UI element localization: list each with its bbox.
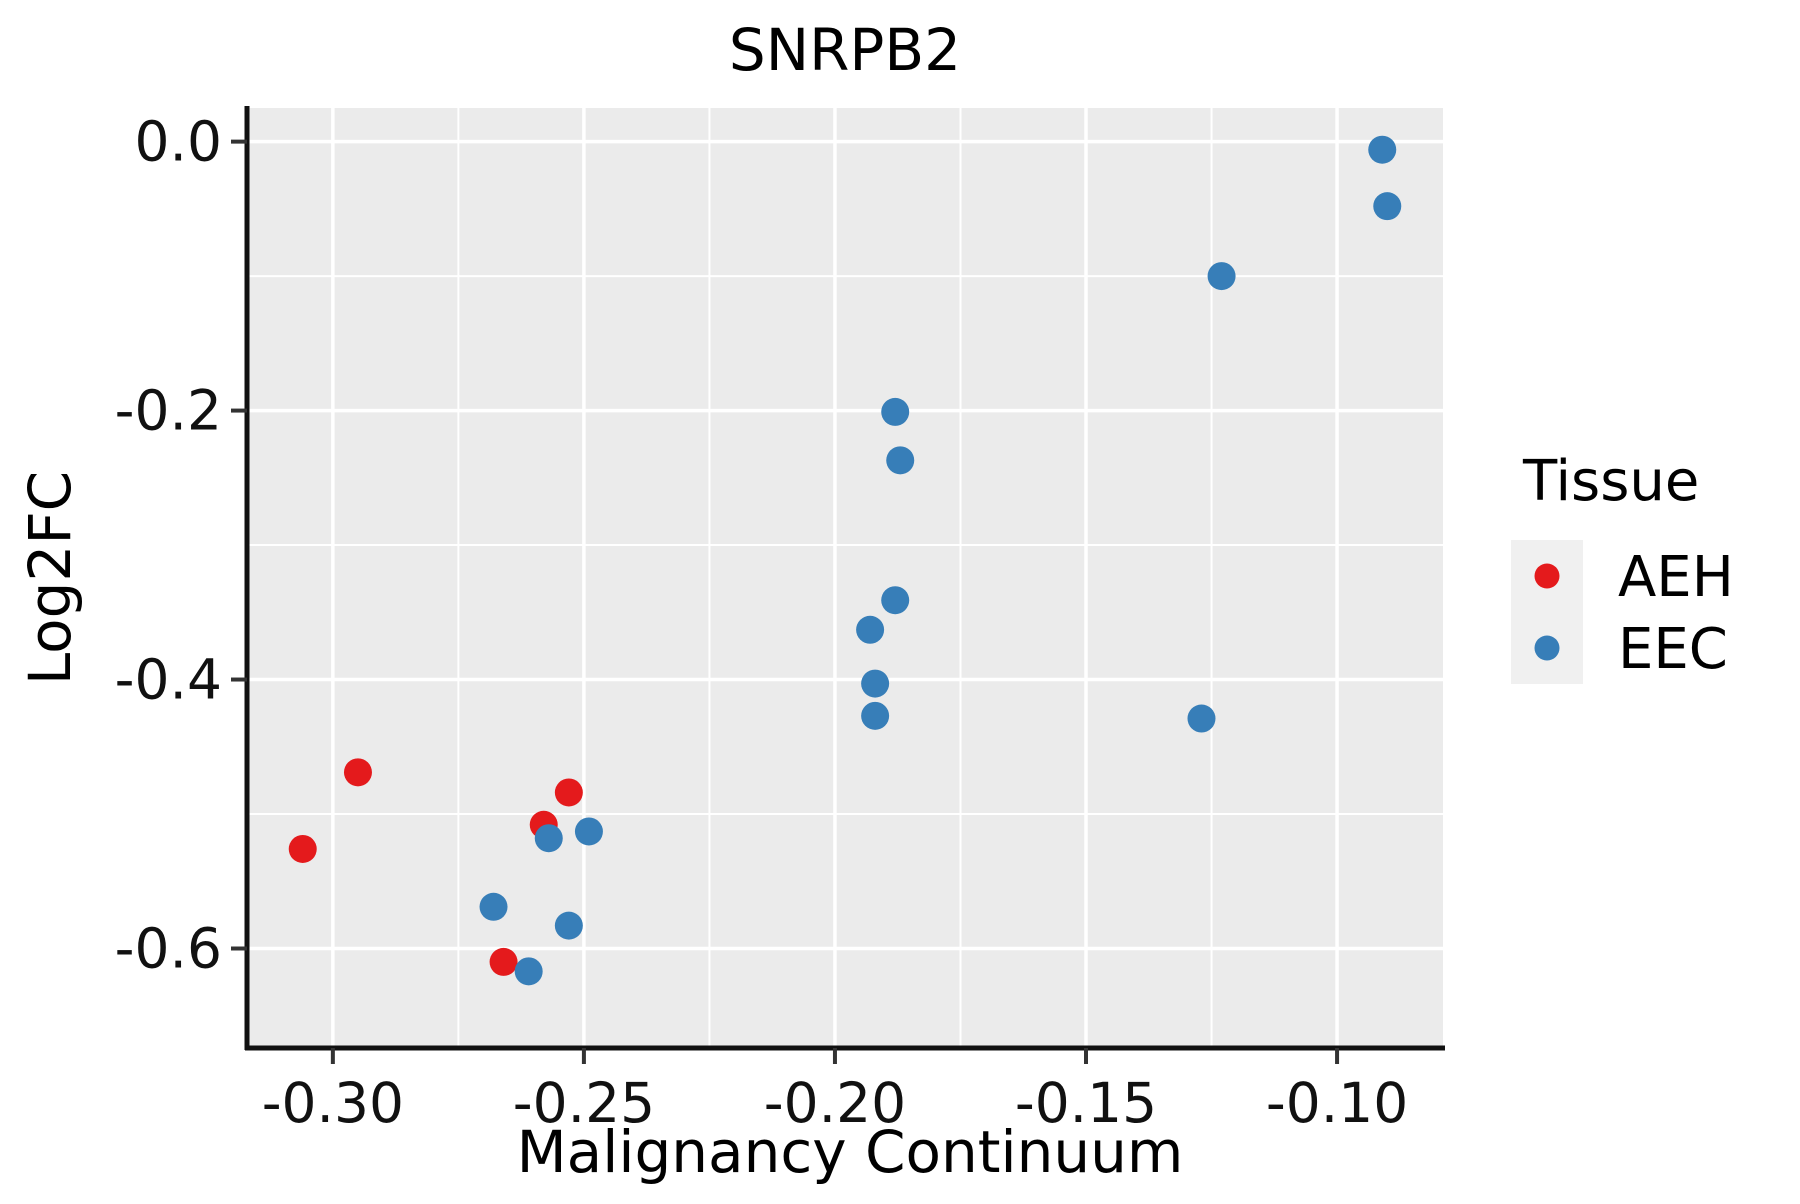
data-point-eec [1373,192,1402,221]
plot-title: SNRPB2 [729,16,961,84]
data-point-aeh [343,758,372,787]
data-points [288,135,1402,986]
data-point-eec [574,817,603,846]
data-point-eec [881,397,910,426]
data-point-eec [479,892,508,921]
data-point-aeh [489,947,518,976]
data-point-eec [514,957,543,986]
y-tick-label: 0.0 [135,110,222,174]
gridlines [247,108,1443,1048]
legend-title: Tissue [1522,449,1699,514]
x-tick-label: -0.25 [513,1071,655,1135]
legend-dot-eec [1534,635,1560,661]
panel-background [247,108,1443,1048]
x-tick-label: -0.15 [1015,1071,1157,1135]
legend: Tissue AEH EEC [1511,449,1734,684]
legend-label-eec: EEC [1618,617,1728,682]
y-axis-title: Log2FC [16,471,84,685]
data-point-eec [881,586,910,615]
data-point-aeh [288,834,317,863]
y-tick-label: -0.4 [115,648,222,712]
plot-panel [247,108,1443,1048]
data-point-eec [1207,262,1236,291]
data-point-eec [534,824,563,853]
y-tick-label: -0.2 [115,379,222,443]
data-point-aeh [554,778,583,807]
x-tick-label: -0.20 [764,1071,906,1135]
data-point-eec [1368,135,1397,164]
data-point-eec [861,701,890,730]
data-point-eec [1187,704,1216,733]
data-point-eec [886,446,915,475]
y-tick-label: -0.6 [115,916,222,980]
data-point-eec [554,911,583,940]
legend-label-aeh: AEH [1618,545,1734,610]
x-tick-labels: -0.30 -0.25 -0.20 -0.15 -0.10 [262,1071,1409,1135]
x-axis-title: Malignancy Continuum [517,1118,1184,1186]
legend-dot-aeh [1534,563,1560,589]
x-tick-label: -0.10 [1266,1071,1408,1135]
data-point-eec [861,669,890,698]
y-tick-labels: 0.0 -0.2 -0.4 -0.6 [115,110,222,981]
x-tick-label: -0.30 [262,1071,404,1135]
data-point-eec [856,615,885,644]
axes [231,106,1445,1064]
